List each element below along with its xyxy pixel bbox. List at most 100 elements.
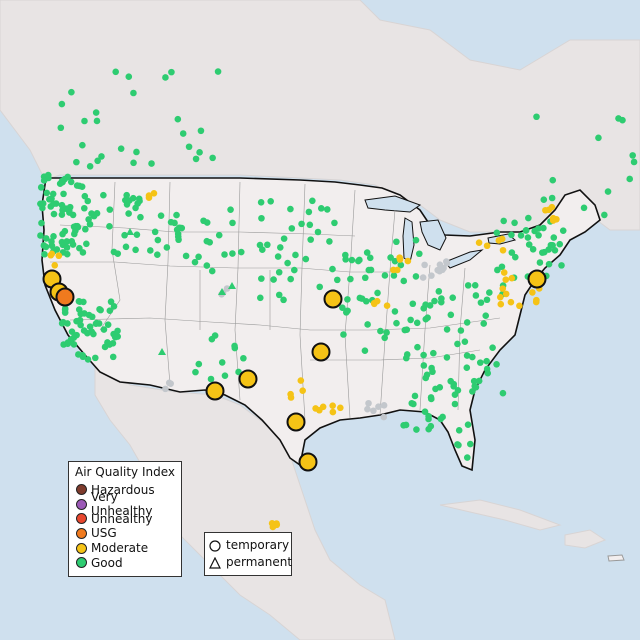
monitor-marker[interactable]: [556, 240, 564, 248]
monitor-marker[interactable]: [55, 252, 63, 260]
monitor-marker[interactable]: [469, 353, 476, 361]
monitor-marker[interactable]: [93, 117, 101, 125]
monitor-marker[interactable]: [316, 406, 323, 414]
monitor-marker[interactable]: [451, 400, 459, 408]
monitor-marker[interactable]: [559, 227, 567, 234]
monitor-marker[interactable]: [86, 220, 94, 228]
monitor-marker[interactable]: [280, 235, 288, 242]
monitor-marker[interactable]: [463, 364, 471, 372]
monitor-marker[interactable]: [63, 244, 71, 251]
monitor-marker[interactable]: [273, 521, 281, 529]
monitor-marker[interactable]: [287, 394, 295, 401]
monitor-marker[interactable]: [423, 371, 431, 379]
monitor-marker[interactable]: [340, 331, 347, 338]
monitor-marker[interactable]: [404, 257, 412, 265]
monitor-marker[interactable]: [377, 327, 384, 335]
monitor-marker[interactable]: [44, 171, 52, 179]
monitor-marker[interactable]: [292, 251, 299, 259]
monitor-marker[interactable]: [364, 405, 371, 413]
monitor-marker[interactable]: [80, 298, 87, 306]
monitor-marker[interactable]: [551, 247, 559, 254]
monitor-marker[interactable]: [508, 274, 516, 282]
monitor-marker[interactable]: [436, 261, 444, 269]
monitor-marker[interactable]: [267, 197, 274, 205]
monitor-marker[interactable]: [472, 383, 480, 391]
monitor-marker[interactable]: [100, 191, 107, 199]
monitor-marker[interactable]: [457, 327, 465, 334]
monitor-marker[interactable]: [223, 285, 231, 292]
monitor-marker[interactable]: [100, 326, 108, 333]
monitor-marker[interactable]: [601, 211, 608, 219]
monitor-marker[interactable]: [280, 296, 287, 304]
permanent-monitor-marker[interactable]: [228, 282, 236, 289]
monitor-marker[interactable]: [221, 251, 228, 258]
monitor-marker[interactable]: [416, 250, 423, 258]
monitor-marker[interactable]: [76, 244, 83, 252]
monitor-marker[interactable]: [402, 421, 410, 429]
monitor-marker[interactable]: [437, 298, 445, 306]
monitor-marker[interactable]: [549, 217, 557, 224]
monitor-marker[interactable]: [154, 251, 161, 258]
monitor-marker[interactable]: [86, 323, 94, 330]
monitor-marker[interactable]: [508, 231, 515, 239]
highlighted-monitor-marker[interactable]: [238, 369, 258, 389]
monitor-marker[interactable]: [192, 155, 200, 163]
monitor-marker[interactable]: [218, 359, 226, 366]
monitor-marker[interactable]: [463, 319, 471, 326]
monitor-marker[interactable]: [114, 333, 121, 340]
monitor-marker[interactable]: [221, 372, 229, 380]
monitor-marker[interactable]: [110, 248, 118, 256]
monitor-marker[interactable]: [48, 238, 55, 245]
monitor-marker[interactable]: [86, 163, 94, 170]
monitor-marker[interactable]: [84, 197, 92, 205]
monitor-marker[interactable]: [122, 243, 130, 251]
monitor-marker[interactable]: [148, 160, 155, 167]
monitor-marker[interactable]: [106, 341, 113, 348]
monitor-marker[interactable]: [167, 380, 174, 387]
monitor-marker[interactable]: [37, 232, 44, 239]
monitor-marker[interactable]: [92, 109, 100, 116]
monitor-marker[interactable]: [383, 302, 391, 310]
monitor-marker[interactable]: [403, 326, 411, 333]
monitor-marker[interactable]: [502, 276, 510, 284]
monitor-marker[interactable]: [535, 225, 542, 232]
monitor-marker[interactable]: [37, 184, 45, 191]
monitor-marker[interactable]: [387, 254, 394, 261]
monitor-marker[interactable]: [76, 316, 84, 324]
monitor-marker[interactable]: [168, 68, 175, 76]
monitor-marker[interactable]: [107, 298, 115, 306]
monitor-marker[interactable]: [483, 365, 491, 373]
monitor-marker[interactable]: [454, 441, 461, 448]
monitor-marker[interactable]: [64, 339, 72, 346]
monitor-marker[interactable]: [540, 224, 547, 232]
monitor-marker[interactable]: [464, 421, 472, 428]
monitor-marker[interactable]: [472, 292, 480, 299]
monitor-marker[interactable]: [493, 229, 501, 237]
monitor-marker[interactable]: [424, 314, 431, 321]
monitor-marker[interactable]: [412, 273, 420, 280]
monitor-marker[interactable]: [154, 236, 162, 244]
monitor-marker[interactable]: [58, 177, 66, 185]
monitor-marker[interactable]: [81, 117, 88, 125]
monitor-marker[interactable]: [195, 253, 202, 261]
monitor-marker[interactable]: [500, 269, 508, 276]
monitor-marker[interactable]: [626, 175, 634, 183]
monitor-marker[interactable]: [316, 283, 324, 291]
highlighted-monitor-marker[interactable]: [286, 412, 306, 432]
monitor-marker[interactable]: [214, 68, 222, 75]
monitor-marker[interactable]: [483, 357, 490, 365]
monitor-marker[interactable]: [104, 321, 112, 329]
monitor-marker[interactable]: [145, 194, 153, 201]
monitor-marker[interactable]: [50, 233, 57, 240]
monitor-marker[interactable]: [508, 249, 516, 256]
monitor-marker[interactable]: [63, 238, 71, 245]
monitor-marker[interactable]: [75, 306, 83, 313]
monitor-marker[interactable]: [381, 272, 389, 279]
monitor-marker[interactable]: [133, 231, 141, 238]
monitor-marker[interactable]: [130, 159, 137, 167]
monitor-marker[interactable]: [323, 206, 331, 213]
monitor-marker[interactable]: [288, 225, 296, 232]
monitor-marker[interactable]: [126, 197, 133, 204]
monitor-marker[interactable]: [133, 148, 140, 156]
monitor-marker[interactable]: [431, 297, 438, 305]
